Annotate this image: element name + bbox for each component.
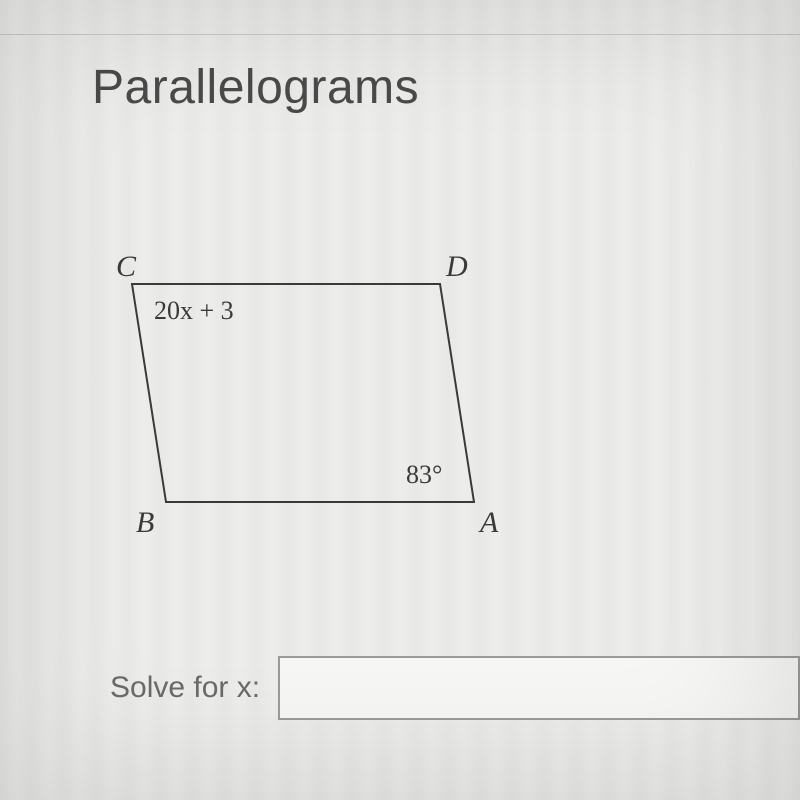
answer-input[interactable]: [278, 656, 800, 720]
parallelogram-svg: [110, 246, 490, 566]
prompt-label: Solve for x:: [110, 671, 260, 705]
parallelogram-diagram: C D A B 20x + 3 83°: [110, 246, 490, 566]
angle-a-measure: 83°: [406, 460, 442, 490]
vertex-b-label: B: [136, 506, 154, 540]
horizontal-rule: [0, 34, 800, 35]
vertex-c-label: C: [116, 250, 136, 284]
page-title: Parallelograms: [92, 60, 419, 115]
vertex-a-label: A: [480, 506, 498, 540]
angle-c-expression: 20x + 3: [154, 296, 234, 326]
answer-row: Solve for x:: [110, 656, 800, 720]
vertex-d-label: D: [446, 250, 468, 284]
